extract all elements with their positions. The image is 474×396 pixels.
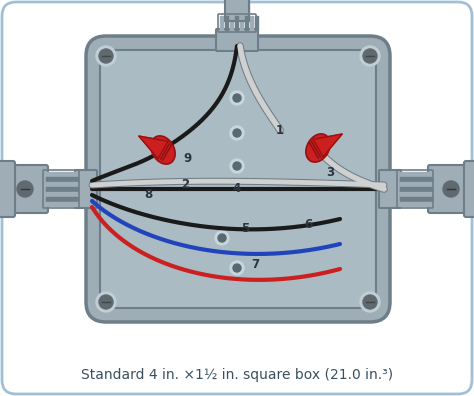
Bar	[400, 197, 432, 201]
Circle shape	[233, 162, 241, 170]
Text: 6: 6	[304, 219, 312, 232]
Bar	[46, 197, 78, 201]
Bar	[46, 182, 78, 186]
Text: 5: 5	[241, 221, 249, 234]
Bar	[46, 172, 78, 176]
Text: 9: 9	[184, 152, 192, 164]
Circle shape	[17, 181, 33, 197]
Bar	[46, 177, 78, 181]
FancyBboxPatch shape	[100, 50, 376, 308]
Circle shape	[363, 49, 377, 63]
Circle shape	[233, 129, 241, 137]
Circle shape	[230, 159, 244, 173]
Circle shape	[443, 181, 459, 197]
Bar	[400, 182, 432, 186]
Bar	[46, 192, 78, 196]
Text: 8: 8	[144, 188, 152, 202]
Circle shape	[360, 46, 380, 66]
Circle shape	[233, 94, 241, 102]
Circle shape	[363, 295, 377, 309]
Polygon shape	[139, 136, 168, 159]
FancyBboxPatch shape	[86, 36, 390, 322]
Bar	[225, 16, 228, 30]
Bar	[46, 187, 78, 191]
Circle shape	[230, 126, 244, 140]
Bar	[400, 192, 432, 196]
FancyBboxPatch shape	[216, 29, 258, 51]
Ellipse shape	[151, 136, 175, 164]
Bar	[250, 16, 253, 30]
Polygon shape	[313, 134, 342, 157]
Circle shape	[230, 91, 244, 105]
Circle shape	[99, 295, 113, 309]
Text: 1: 1	[276, 124, 284, 137]
Text: 4: 4	[233, 181, 241, 194]
Bar	[225, 0, 249, 21]
Circle shape	[96, 292, 116, 312]
Bar	[46, 202, 78, 206]
FancyBboxPatch shape	[0, 161, 15, 217]
FancyBboxPatch shape	[75, 170, 97, 208]
Circle shape	[96, 46, 116, 66]
Bar	[400, 187, 432, 191]
Bar	[245, 16, 248, 30]
FancyBboxPatch shape	[464, 161, 474, 217]
Bar	[400, 172, 432, 176]
FancyBboxPatch shape	[379, 170, 401, 208]
Circle shape	[360, 292, 380, 312]
Text: 3: 3	[326, 166, 334, 179]
Text: 2: 2	[181, 179, 189, 192]
Circle shape	[99, 49, 113, 63]
FancyBboxPatch shape	[428, 165, 470, 213]
FancyBboxPatch shape	[6, 165, 48, 213]
Ellipse shape	[306, 134, 330, 162]
Bar	[240, 16, 243, 30]
Bar	[400, 202, 432, 206]
Bar	[400, 177, 432, 181]
Text: 7: 7	[251, 259, 259, 272]
Circle shape	[233, 264, 241, 272]
Bar	[220, 16, 223, 30]
Bar	[225, 0, 249, 21]
Bar	[235, 16, 238, 30]
Circle shape	[230, 261, 244, 275]
Text: Standard 4 in. ×1½ in. square box (21.0 in.³): Standard 4 in. ×1½ in. square box (21.0 …	[81, 368, 393, 382]
Circle shape	[218, 234, 226, 242]
Circle shape	[215, 231, 229, 245]
Bar	[230, 16, 233, 30]
Bar	[255, 16, 258, 30]
